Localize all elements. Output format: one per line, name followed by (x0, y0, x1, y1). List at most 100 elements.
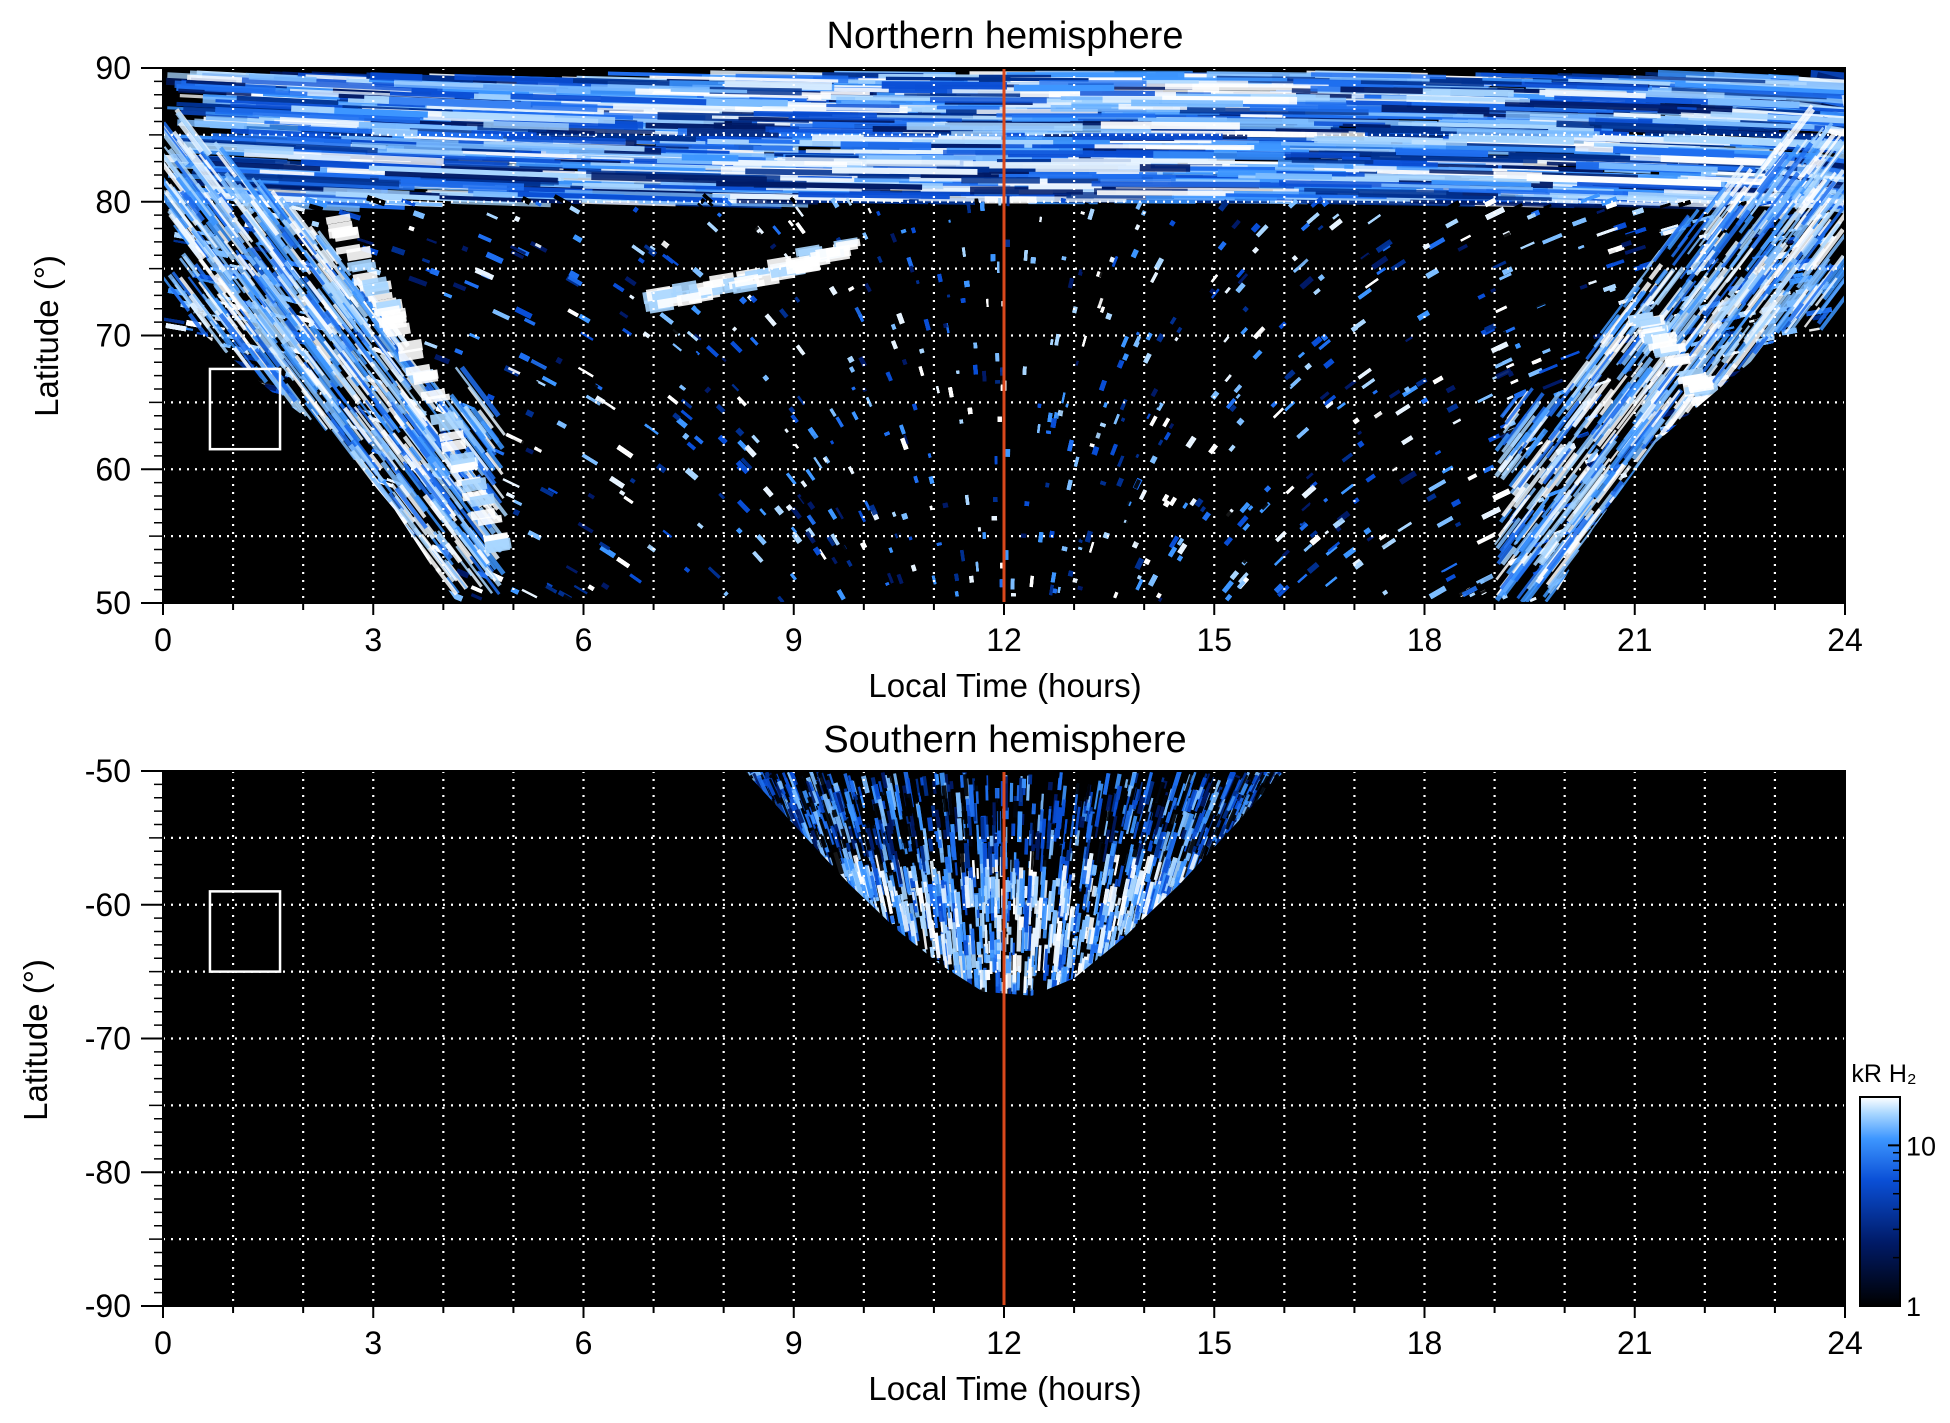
emission-streak (1381, 183, 1533, 191)
emission-streak (670, 88, 748, 94)
emission-streak (1431, 179, 1532, 188)
emission-streak (1314, 136, 1468, 146)
emission-streak (716, 180, 923, 190)
emission-streak (1370, 152, 1538, 164)
emission-streak (1674, 80, 1845, 95)
emission-streak (1425, 159, 1559, 167)
emission-streak (1523, 198, 1726, 208)
emission-streak (243, 149, 444, 167)
emission-streak (1096, 190, 1235, 196)
emission-streak (1162, 95, 1298, 105)
emission-streak (1091, 181, 1287, 188)
emission-streak (638, 198, 809, 208)
emission-streak (649, 75, 839, 83)
emission-streak (178, 88, 252, 97)
emission-streak (400, 178, 525, 191)
emission-streak (1292, 113, 1496, 121)
emission-streak (1119, 76, 1288, 82)
emission-streak (1304, 187, 1463, 199)
emission-streak (1456, 128, 1593, 138)
emission-streak (1281, 141, 1425, 148)
emission-streak (1577, 181, 1733, 192)
emission-streak (1100, 121, 1240, 130)
emission-streak (595, 133, 696, 142)
emission-streak (439, 195, 582, 205)
emission-streak (1601, 77, 1671, 85)
emission-streak (1448, 186, 1629, 197)
emission-streak (215, 99, 358, 110)
emission-streak (1549, 192, 1678, 202)
emission-streak (1275, 128, 1349, 133)
emission-streak (686, 128, 779, 138)
emission-streak (1392, 143, 1589, 154)
emission-streak (1358, 193, 1552, 202)
emission-streak (1367, 162, 1430, 167)
emission-streak (1554, 93, 1708, 105)
emission-streak (1356, 173, 1540, 184)
emission-streak (506, 134, 626, 145)
emission-streak (279, 116, 371, 128)
emission-streak (1114, 199, 1196, 204)
emission-streak (1480, 72, 1592, 79)
emission-streak (1381, 95, 1531, 103)
north-panel: Northern hemisphere 0 3 6 9 12 15 18 21 24506070… (28, 15, 1863, 704)
emission-streak (798, 191, 950, 200)
emission-streak (211, 133, 352, 148)
emission-streak (1311, 72, 1447, 80)
emission-streak (416, 141, 605, 154)
emission-streak (248, 73, 317, 83)
north-emission-image (163, 69, 1845, 603)
emission-streak (1137, 117, 1309, 125)
emission-streak (241, 77, 443, 93)
emission-streak (805, 149, 917, 155)
emission-streak (370, 72, 423, 82)
emission-streak (1255, 172, 1333, 180)
emission-streak (840, 141, 932, 151)
emission-streak (1526, 174, 1722, 188)
north-title: Northern hemisphere (827, 15, 1184, 57)
emission-streak (323, 187, 410, 196)
emission-streak (259, 168, 315, 176)
emission-streak (186, 79, 246, 87)
emission-streak (765, 126, 893, 134)
emission-streak (1710, 111, 1845, 124)
emission-streak (1291, 158, 1374, 165)
emission-streak (1153, 151, 1285, 160)
emission-streak (607, 80, 673, 90)
emission-streak (388, 96, 598, 113)
emission-streak (788, 116, 962, 122)
emission-streak (1115, 140, 1287, 149)
emission-streak (483, 120, 569, 131)
emission-streak (748, 138, 800, 144)
emission-streak (906, 122, 1083, 131)
emission-streak (214, 106, 421, 124)
emission-streak (1429, 76, 1522, 85)
emission-streak (831, 167, 978, 175)
emission-streak (1539, 89, 1646, 99)
emission-streak (885, 76, 1089, 82)
emission-streak (1504, 99, 1678, 112)
emission-streak (591, 172, 767, 185)
emission-streak (1398, 122, 1548, 129)
emission-streak (1448, 133, 1575, 145)
emission-streak (510, 93, 707, 106)
emission-streak (368, 165, 579, 179)
emission-streak (943, 149, 1094, 156)
emission-streak (644, 184, 783, 192)
emission-streak (655, 143, 793, 152)
emission-streak (1493, 171, 1543, 180)
emission-streak (546, 582, 553, 588)
emission-streak (881, 81, 1007, 90)
emission-streak (454, 73, 574, 84)
emission-streak (912, 139, 1054, 145)
emission-streak (468, 186, 513, 195)
emission-streak (1613, 146, 1735, 158)
emission-streak (389, 89, 479, 99)
emission-streak (1482, 77, 1552, 83)
emission-streak (371, 127, 418, 138)
emission-streak (590, 162, 722, 169)
emission-streak (426, 103, 604, 115)
emission-streak (386, 148, 464, 155)
emission-streak (365, 162, 432, 171)
emission-streak (863, 133, 939, 138)
